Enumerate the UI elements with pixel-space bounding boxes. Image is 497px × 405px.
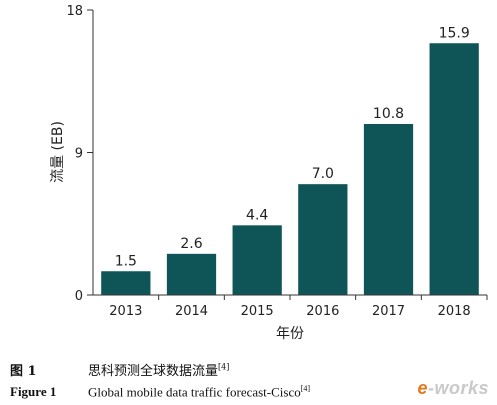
figure-ref-cn: [4]	[218, 362, 230, 372]
x-tick-label: 2018	[438, 304, 471, 319]
figure-caption-en: Figure 1 Global mobile data traffic forec…	[10, 384, 310, 400]
e-works-watermark-logo: e-works	[417, 378, 489, 398]
x-tick-label: 2016	[306, 304, 339, 319]
x-axis: 2013 2014 2015 2016 2017 2018	[93, 294, 488, 319]
x-tick-label: 2017	[372, 304, 405, 319]
x-tick-label: 2014	[175, 304, 208, 319]
bar-value-label: 15.9	[439, 25, 470, 41]
y-tick-label: 18	[66, 4, 83, 19]
bars: 1.5 2.6 4.4 7.0 10.8 15.9	[101, 25, 479, 295]
y-tick-label: 9	[75, 147, 83, 162]
y-axis-label: 流量 (EB)	[50, 121, 66, 183]
y-axis: 0 9 18	[66, 4, 94, 304]
bar-value-label: 10.8	[373, 106, 404, 122]
figure-title-cn: 思科预测全球数据流量	[88, 364, 219, 379]
bar-2014	[166, 253, 217, 295]
figure-ref-en: [4]	[300, 384, 311, 393]
bar-value-label: 7.0	[312, 166, 334, 182]
figure-number-en: Figure 1	[10, 384, 57, 400]
bar-2013	[101, 271, 151, 295]
bar-value-label: 2.6	[180, 236, 202, 252]
bar-2016	[298, 184, 348, 295]
bar-value-label: 1.5	[115, 253, 137, 269]
figure-title-en: Global mobile data traffic forecast-Cisc…	[88, 384, 301, 400]
bar-2018	[429, 43, 479, 295]
bar-value-label: 4.4	[246, 207, 268, 223]
figure-caption-cn: 图 1 思科预测全球数据流量[4]	[10, 360, 229, 379]
y-tick-label: 0	[75, 289, 83, 304]
bar-2015	[232, 225, 282, 295]
figure-number-cn: 图 1	[10, 364, 37, 379]
x-tick-label: 2015	[241, 304, 274, 319]
x-tick-label: 2013	[109, 304, 142, 319]
bar-2017	[363, 124, 414, 295]
x-axis-label: 年份	[276, 326, 304, 342]
